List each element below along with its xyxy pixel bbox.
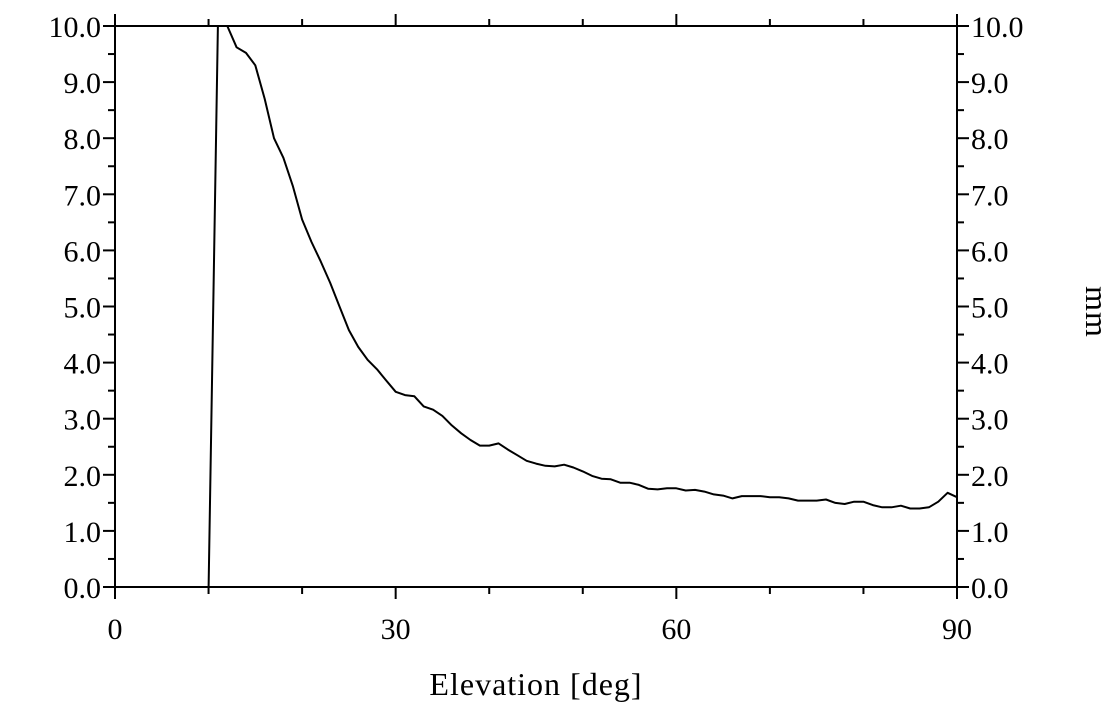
series-line-0: [207, 25, 958, 588]
right-y-axis-title: mm: [1079, 286, 1113, 338]
x-tick-label: 0: [108, 613, 123, 646]
y-tick-label-left: 3.0: [64, 404, 102, 437]
y-tick-label-left: 10.0: [49, 11, 102, 44]
y-tick-label-right: 0.0: [971, 572, 1009, 605]
y-tick-label-right: 8.0: [971, 123, 1009, 156]
y-tick-label-left: 9.0: [64, 67, 102, 100]
y-tick-label-right: 7.0: [971, 179, 1009, 212]
y-tick-label-right: 3.0: [971, 404, 1009, 437]
y-tick-label-left: 0.0: [64, 572, 102, 605]
y-tick-label-right: 2.0: [971, 460, 1009, 493]
y-tick-label-right: 10.0: [971, 11, 1024, 44]
y-tick-label-left: 2.0: [64, 460, 102, 493]
y-tick-label-left: 8.0: [64, 123, 102, 156]
series-layer: [207, 25, 958, 588]
y-tick-label-left: 1.0: [64, 516, 102, 549]
y-tick-label-right: 1.0: [971, 516, 1009, 549]
x-axis-title: Elevation [deg]: [429, 666, 642, 702]
x-tick-label: 30: [381, 613, 411, 646]
y-tick-label-left: 4.0: [64, 348, 102, 381]
y-tick-label-left: 7.0: [64, 179, 102, 212]
y-tick-label-right: 5.0: [971, 292, 1009, 325]
x-tick-label: 90: [942, 613, 972, 646]
y-tick-label-right: 6.0: [971, 235, 1009, 268]
y-tick-label-right: 9.0: [971, 67, 1009, 100]
plot-frame: [114, 25, 958, 588]
y-tick-label-left: 6.0: [64, 235, 102, 268]
axis-ticks: [103, 14, 969, 599]
tick-labels: 0.0 0.0 1.0 1.0 2.0 2.0 3.0 3.0 4.0 4.0 5.0 5.0 6.0 6…: [49, 11, 1024, 646]
y-tick-label-right: 4.0: [971, 348, 1009, 381]
y-tick-label-left: 5.0: [64, 292, 102, 325]
x-tick-label: 60: [661, 613, 691, 646]
